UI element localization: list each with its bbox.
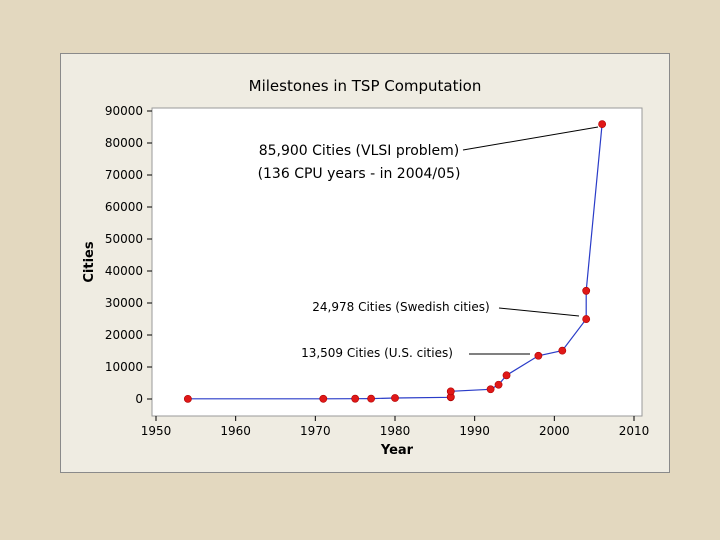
x-tick-label: 1980 [380, 424, 411, 438]
y-tick-label: 10000 [105, 360, 143, 374]
data-point [582, 286, 591, 295]
y-tick-label: 40000 [105, 264, 143, 278]
y-tick-label: 60000 [105, 200, 143, 214]
annotation-text: (136 CPU years - in 2004/05) [258, 166, 461, 182]
y-tick-label: 70000 [105, 168, 143, 182]
y-tick-label: 90000 [105, 104, 143, 118]
data-point [502, 371, 511, 380]
x-axis-label: Year [380, 443, 414, 458]
annotation-leader [498, 307, 580, 317]
annotation-leader [462, 126, 599, 151]
annotation-text: 13,509 Cities (U.S. cities) [301, 346, 453, 360]
plot-area [151, 107, 643, 417]
chart-frame: Milestones in TSP Computation 0 10000 2000… [60, 53, 670, 473]
annotation-text: 24,978 Cities (Swedish cities) [312, 300, 489, 314]
data-point [558, 346, 567, 355]
data-point [486, 385, 495, 394]
data-point [319, 394, 328, 403]
x-axis: 1950 1960 1970 1980 1990 2000 2010 [141, 416, 650, 438]
data-point [534, 351, 543, 360]
annotation-text: 85,900 Cities (VLSI problem) [259, 143, 460, 159]
series-layer [183, 120, 607, 403]
x-tick-label: 1970 [300, 424, 331, 438]
x-tick-label: 1990 [459, 424, 490, 438]
y-tick-label: 30000 [105, 296, 143, 310]
x-tick-label: 1950 [141, 424, 172, 438]
y-axis: 0 10000 20000 30000 40000 50000 60000 70000 8000… [105, 104, 152, 406]
data-point [494, 380, 503, 389]
annotations: 85,900 Cities (VLSI problem) (136 CPU yea… [258, 126, 599, 360]
y-axis-label: Cities [82, 241, 97, 282]
data-point [598, 120, 607, 129]
tsp-milestones-chart: Milestones in TSP Computation 0 10000 2000… [82, 77, 650, 458]
y-tick-label: 20000 [105, 328, 143, 342]
y-tick-label: 0 [135, 392, 143, 406]
x-tick-label: 2010 [619, 424, 650, 438]
chart-title: Milestones in TSP Computation [249, 77, 482, 95]
x-tick-label: 1960 [220, 424, 251, 438]
series-line [187, 124, 603, 400]
data-point [391, 394, 399, 402]
data-point [367, 394, 375, 403]
y-tick-label: 80000 [105, 136, 143, 150]
data-point [582, 315, 591, 323]
data-point [446, 387, 455, 396]
data-point [351, 394, 360, 403]
data-point [183, 394, 192, 403]
x-tick-label: 2000 [539, 424, 570, 438]
y-tick-label: 50000 [105, 232, 143, 246]
